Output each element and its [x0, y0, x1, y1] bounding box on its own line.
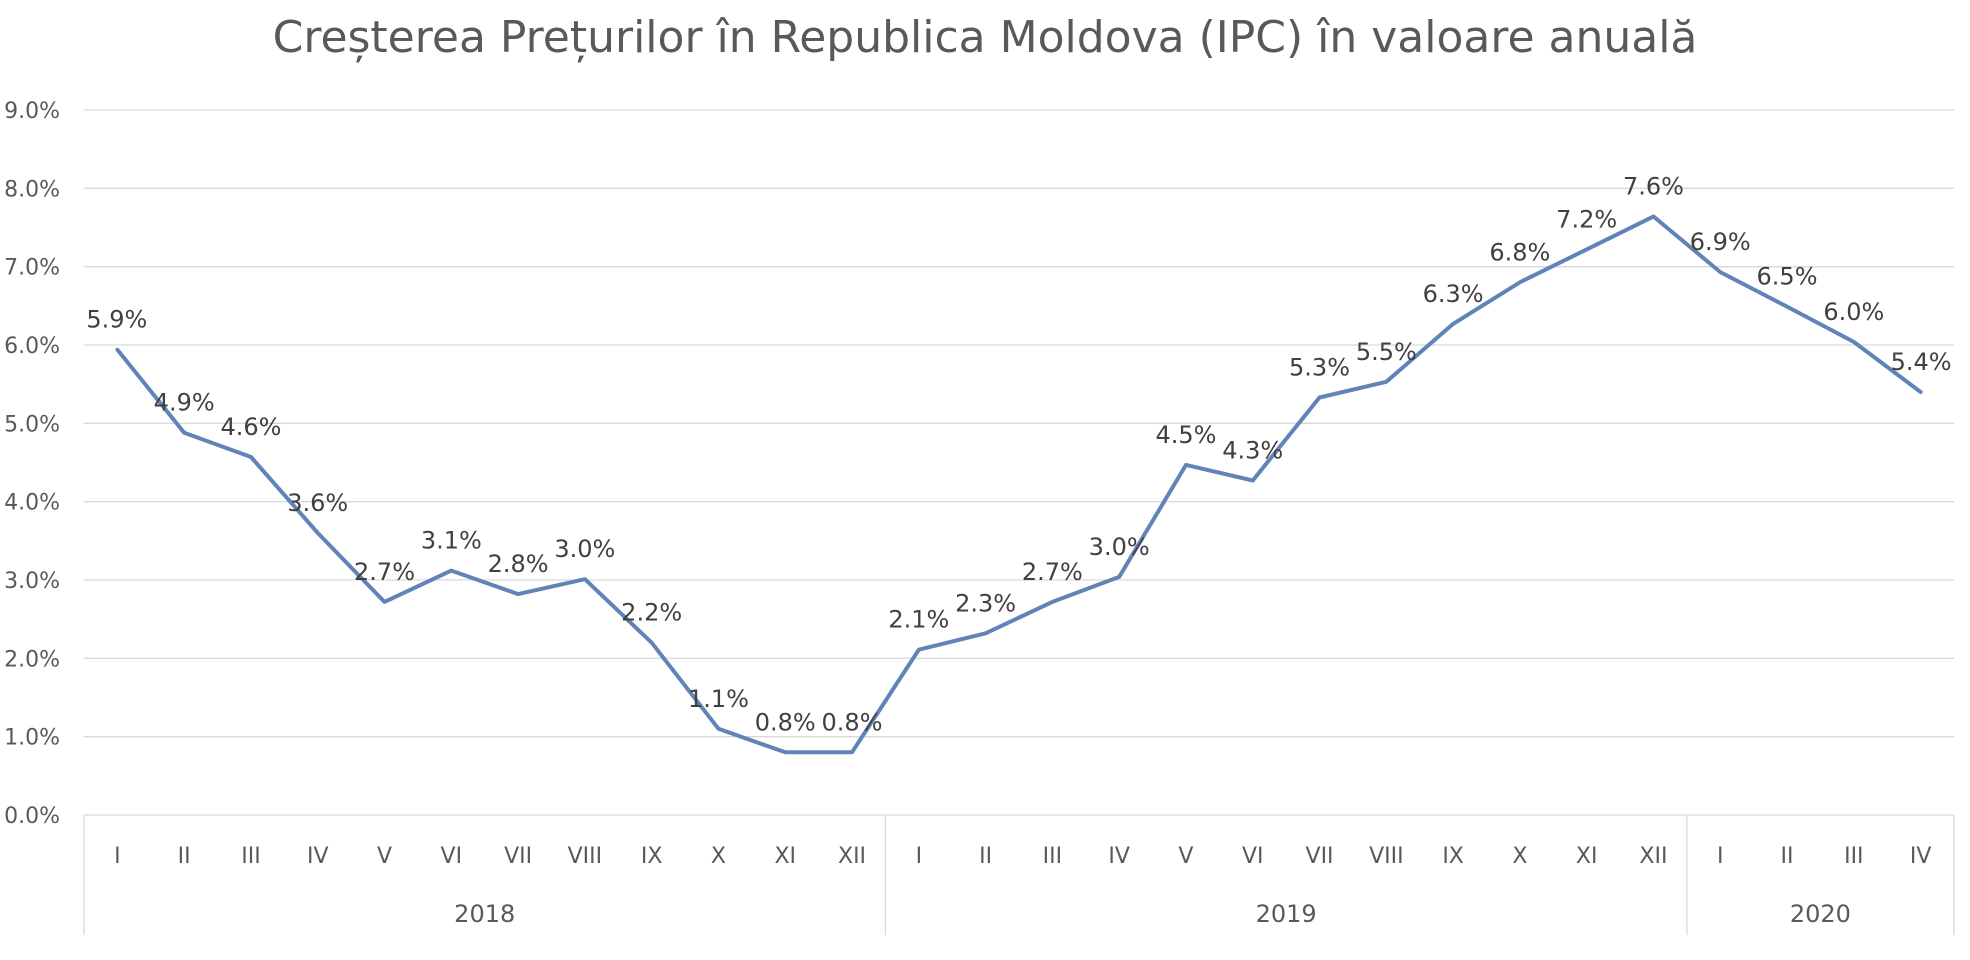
y-tick-label: 8.0%	[4, 177, 60, 202]
y-tick-label: 6.0%	[4, 334, 60, 359]
y-tick-label: 4.0%	[4, 491, 60, 516]
y-tick-label: 2.0%	[4, 647, 60, 672]
x-tick-label: VIII	[568, 844, 603, 869]
data-label: 7.2%	[1556, 205, 1617, 233]
x-tick-label: X	[1512, 844, 1527, 869]
y-tick-label: 0.0%	[4, 804, 60, 829]
data-label: 2.3%	[955, 589, 1016, 617]
data-label: 6.0%	[1823, 298, 1884, 326]
x-tick-label: I	[114, 844, 121, 869]
y-tick-label: 1.0%	[4, 726, 60, 751]
x-tick-label: VIII	[1369, 844, 1404, 869]
x-tick-label: V	[1178, 844, 1193, 869]
x-tick-label: I	[916, 844, 923, 869]
year-group-label: 2018	[454, 900, 515, 928]
data-label: 2.2%	[621, 599, 682, 627]
x-tick-label: XII	[1639, 844, 1667, 869]
x-tick-label: II	[979, 844, 992, 869]
x-tick-label: III	[1043, 844, 1062, 869]
x-tick-label: XI	[774, 844, 796, 869]
chart-title: Creșterea Prețurilor în Republica Moldov…	[273, 12, 1698, 63]
y-tick-label: 3.0%	[4, 569, 60, 594]
x-tick-label: X	[711, 844, 726, 869]
x-tick-label: IX	[1442, 844, 1464, 869]
gridlines	[84, 109, 1954, 816]
series-line	[115, 214, 1923, 755]
data-label: 4.6%	[220, 413, 281, 441]
x-tick-label: III	[241, 844, 260, 869]
data-label: 1.1%	[688, 685, 749, 713]
series-layer	[115, 214, 1923, 755]
x-tick-label: IV	[1108, 844, 1130, 869]
data-label: 4.3%	[1222, 437, 1283, 465]
year-group-label: 2020	[1790, 900, 1851, 928]
x-tick-label: IX	[641, 844, 663, 869]
data-label: 3.0%	[1089, 533, 1150, 561]
x-tick-label: VII	[504, 844, 532, 869]
data-label: 7.6%	[1623, 173, 1684, 201]
data-label: 6.3%	[1423, 280, 1484, 308]
y-tick-label: 5.0%	[4, 412, 60, 437]
y-tick-label: 7.0%	[4, 256, 60, 281]
data-labels: 5.9%4.9%4.6%3.6%2.7%3.1%2.8%3.0%2.2%1.1%…	[86, 173, 1951, 737]
data-label: 5.5%	[1356, 338, 1417, 366]
data-label: 3.1%	[421, 527, 482, 555]
data-label: 3.0%	[554, 535, 615, 563]
x-tick-label: VI	[1242, 844, 1264, 869]
x-tick-label: XII	[838, 844, 866, 869]
x-tick-label: VI	[441, 844, 463, 869]
x-tick-label: I	[1717, 844, 1724, 869]
data-label: 3.6%	[287, 489, 348, 517]
data-label: 2.8%	[488, 550, 549, 578]
x-tick-label: II	[1781, 844, 1794, 869]
x-tick-label: XI	[1576, 844, 1598, 869]
data-label: 4.5%	[1155, 421, 1216, 449]
data-label: 2.1%	[888, 606, 949, 634]
x-tick-label: II	[178, 844, 191, 869]
data-label: 5.4%	[1891, 348, 1952, 376]
data-label: 6.9%	[1690, 228, 1751, 256]
data-label: 5.9%	[86, 306, 147, 334]
y-axis-ticks: 0.0% 1.0% 2.0% 3.0% 4.0% 5.0% 6.0% 7.0% 8.0% 9.0%	[4, 99, 60, 829]
x-tick-label: VII	[1306, 844, 1334, 869]
x-tick-label: III	[1844, 844, 1863, 869]
x-tick-label: IV	[1910, 844, 1932, 869]
data-label: 4.9%	[154, 389, 215, 417]
y-tick-label: 9.0%	[4, 99, 60, 124]
year-group-label: 2019	[1256, 900, 1317, 928]
x-tick-label: IV	[307, 844, 329, 869]
x-tick-label: V	[377, 844, 392, 869]
data-label: 6.8%	[1489, 238, 1550, 266]
data-label: 2.7%	[354, 558, 415, 586]
data-label: 0.8%	[822, 708, 883, 736]
data-label: 6.5%	[1757, 263, 1818, 291]
data-label: 5.3%	[1289, 353, 1350, 381]
data-label: 0.8%	[755, 708, 816, 736]
data-label: 2.7%	[1022, 558, 1083, 586]
x-axis: I II III IV V VI VII VIII IX X XI XII I II III IV V VI VII…	[83, 815, 1955, 935]
